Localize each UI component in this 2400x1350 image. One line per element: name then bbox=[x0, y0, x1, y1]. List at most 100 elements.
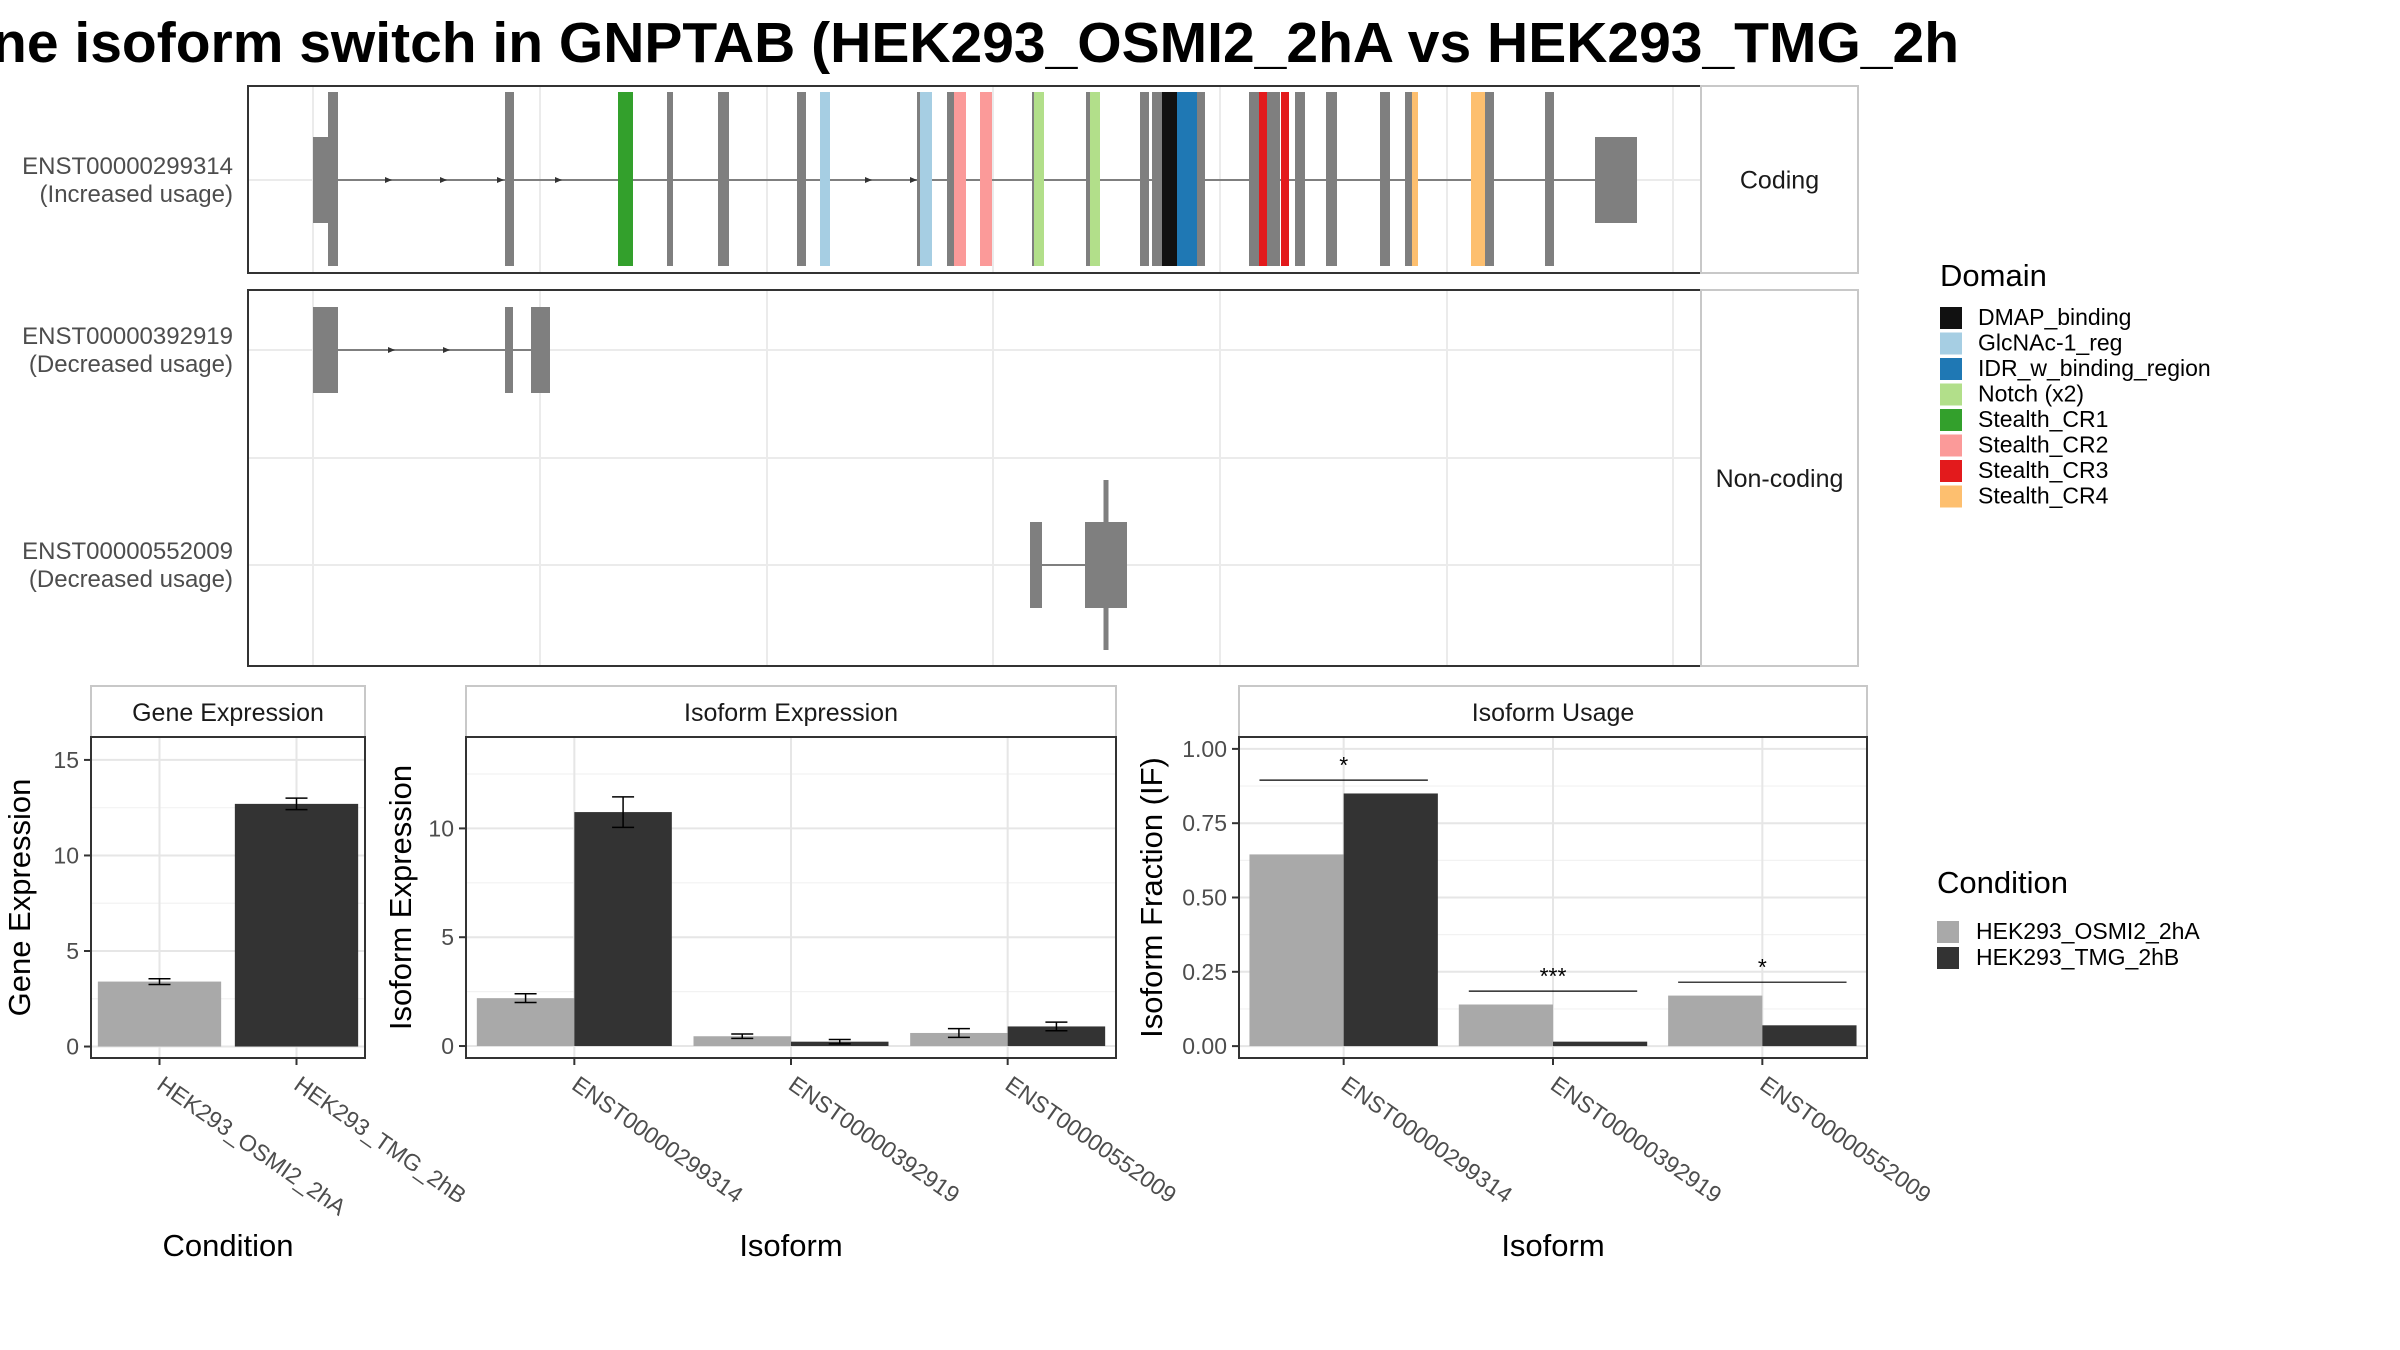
exon bbox=[328, 92, 338, 266]
exon bbox=[1030, 522, 1042, 608]
domain-legend-key bbox=[1940, 434, 1962, 457]
exon bbox=[1545, 92, 1554, 266]
domain-segment bbox=[1412, 92, 1418, 266]
exon bbox=[313, 307, 338, 393]
facet-strip bbox=[1700, 85, 1859, 274]
y-tick-label: 5 bbox=[441, 924, 454, 950]
domain-segment bbox=[1034, 92, 1044, 266]
exon bbox=[667, 92, 673, 266]
intron-direction-arrow bbox=[443, 347, 450, 353]
domain-legend-key bbox=[1940, 409, 1962, 431]
exon bbox=[1405, 92, 1414, 266]
domain-segment bbox=[1259, 92, 1267, 266]
utr-exon bbox=[1595, 137, 1637, 223]
significance-label: *** bbox=[1540, 963, 1567, 989]
y-tick-label: 15 bbox=[53, 747, 79, 773]
transcript-usage-label: (Decreased usage) bbox=[29, 566, 233, 593]
transcript-id-label: ENST00000552009 bbox=[22, 538, 233, 565]
facet-strip-label: Non-coding bbox=[1716, 465, 1844, 493]
bar bbox=[693, 1036, 791, 1047]
y-tick-label: 1.00 bbox=[1182, 736, 1227, 762]
y-tick-label: 0.25 bbox=[1182, 959, 1227, 985]
intron-direction-arrow bbox=[555, 177, 562, 183]
significance-label: * bbox=[1339, 752, 1348, 778]
exon bbox=[718, 92, 729, 266]
structure-plot-background bbox=[248, 290, 1701, 666]
significance-label: * bbox=[1758, 954, 1767, 980]
exon bbox=[1380, 92, 1390, 266]
domain-segment bbox=[980, 92, 992, 266]
y-axis-title: Isoform Expression bbox=[383, 765, 418, 1030]
domain-segment bbox=[1177, 92, 1197, 266]
domain-legend: Domain DMAP_bindingGlcNAc-1_regIDR_w_bind… bbox=[1940, 258, 2211, 509]
x-tick-label: ENST00000552009 bbox=[1755, 1071, 1935, 1208]
domain-legend-label: Notch (x2) bbox=[1978, 381, 2084, 407]
x-axis-title: Isoform bbox=[1501, 1228, 1604, 1263]
transcript-usage-label: (Decreased usage) bbox=[29, 351, 233, 378]
condition-legend-key bbox=[1937, 947, 1959, 969]
y-tick-label: 10 bbox=[53, 842, 79, 868]
transcript-structure-panel: Coding Non-coding ENST00000299314(Increase… bbox=[22, 85, 1859, 667]
exon bbox=[1485, 92, 1494, 266]
panel-strip-label: Isoform Usage bbox=[1472, 699, 1635, 727]
transcript-usage-label: (Increased usage) bbox=[40, 181, 233, 208]
domain-legend-label: Stealth_CR4 bbox=[1978, 483, 2109, 509]
exon bbox=[797, 92, 806, 266]
bar bbox=[1007, 1026, 1106, 1047]
panel-strip bbox=[465, 685, 1117, 738]
domain-segment bbox=[1281, 92, 1289, 266]
domain-segment bbox=[618, 92, 633, 266]
condition-legend-label: HEK293_OSMI2_2hA bbox=[1976, 918, 2200, 944]
bar bbox=[1553, 1041, 1648, 1047]
domain-legend-key bbox=[1940, 358, 1962, 380]
y-tick-label: 5 bbox=[66, 938, 79, 964]
domain-legend-label: Stealth_CR1 bbox=[1978, 406, 2108, 432]
bar bbox=[476, 998, 575, 1047]
bar bbox=[1762, 1025, 1857, 1047]
y-tick-label: 0.75 bbox=[1182, 810, 1227, 836]
intron-direction-arrow bbox=[865, 177, 872, 183]
y-axis-title: Gene Expression bbox=[2, 779, 37, 1017]
bar-chart-panels: Gene Expression051015HEK293_OSMI2_2hAHEK… bbox=[2, 685, 1936, 1263]
domain-segment bbox=[920, 92, 932, 266]
y-tick-label: 0.00 bbox=[1182, 1033, 1227, 1059]
intron-direction-arrow bbox=[388, 347, 395, 353]
condition-legend-label: HEK293_TMG_2hB bbox=[1976, 944, 2179, 970]
x-axis-title: Condition bbox=[163, 1228, 294, 1263]
domain-legend-label: Stealth_CR3 bbox=[1978, 457, 2108, 483]
panel-border bbox=[90, 736, 366, 1059]
bar bbox=[1668, 995, 1763, 1047]
exon bbox=[1085, 522, 1127, 608]
intron-direction-arrow bbox=[385, 177, 392, 183]
condition-legend-title: Condition bbox=[1937, 865, 2068, 900]
exon bbox=[947, 92, 956, 266]
exon bbox=[1140, 92, 1149, 266]
domain-legend-key bbox=[1940, 383, 1962, 406]
bar bbox=[910, 1032, 1008, 1047]
domain-segment bbox=[1090, 92, 1100, 266]
bar bbox=[574, 812, 672, 1047]
domain-legend-label: IDR_w_binding_region bbox=[1978, 355, 2211, 381]
y-tick-label: 10 bbox=[428, 815, 454, 841]
domain-legend-label: GlcNAc-1_reg bbox=[1978, 330, 2122, 356]
exon bbox=[1195, 92, 1205, 266]
exon bbox=[1295, 92, 1305, 266]
y-tick-label: 0.50 bbox=[1182, 885, 1227, 911]
intron-direction-arrow bbox=[910, 177, 917, 183]
intron-direction-arrow bbox=[440, 177, 447, 183]
domain-legend-label: DMAP_binding bbox=[1978, 304, 2131, 330]
domain-legend-title: Domain bbox=[1940, 258, 2047, 293]
x-tick-label: ENST00000552009 bbox=[1001, 1071, 1181, 1208]
x-tick-label: ENST00000392919 bbox=[1546, 1071, 1726, 1208]
bar bbox=[234, 803, 359, 1047]
panel-strip-label: Gene Expression bbox=[132, 699, 324, 727]
y-tick-label: 0 bbox=[66, 1034, 79, 1060]
x-tick-label: ENST00000392919 bbox=[784, 1071, 964, 1208]
exon bbox=[1326, 92, 1337, 266]
x-tick-label: ENST00000299314 bbox=[567, 1071, 748, 1208]
panel-strip bbox=[90, 685, 366, 738]
x-tick-label: ENST00000299314 bbox=[1337, 1071, 1518, 1208]
x-axis-title: Isoform bbox=[739, 1228, 842, 1263]
figure-title: ne isoform switch in GNPTAB (HEK293_OSMI… bbox=[0, 11, 1959, 75]
